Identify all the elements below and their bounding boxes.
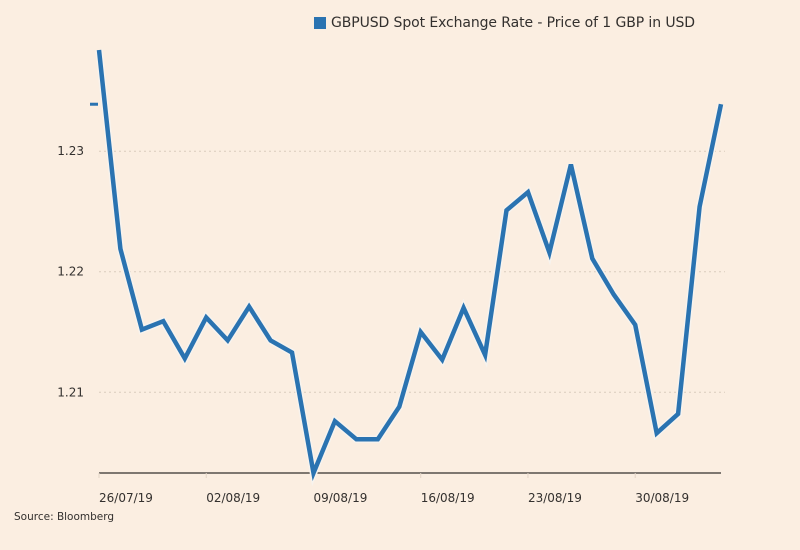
- y-tick-label: 1.22: [57, 265, 84, 279]
- legend: GBPUSD Spot Exchange Rate - Price of 1 G…: [314, 15, 695, 31]
- legend-swatch: [314, 17, 326, 29]
- y-tick-label: 1.21: [57, 385, 84, 399]
- x-tick-label: 09/08/19: [313, 491, 367, 505]
- x-tick-label: 30/08/19: [635, 491, 689, 505]
- x-tick-label: 23/08/19: [528, 491, 582, 505]
- x-tick-label: 16/08/19: [421, 491, 475, 505]
- y-tick-label: 1.23: [57, 144, 84, 158]
- series-halo: [95, 49, 725, 487]
- y-axis: 1.21 1.22 1.23: [57, 144, 84, 399]
- x-tick-label: 26/07/19: [99, 491, 153, 505]
- legend-label: GBPUSD Spot Exchange Rate - Price of 1 G…: [331, 15, 695, 31]
- x-tick-label: 02/08/19: [206, 491, 260, 505]
- x-axis: 26/07/19 02/08/19 09/08/19 16/08/19 23/08/19…: [98, 472, 721, 505]
- series: [90, 49, 725, 487]
- gridlines: [99, 150, 725, 393]
- series-line: [96, 49, 724, 481]
- source-note: Source: Bloomberg: [14, 511, 115, 523]
